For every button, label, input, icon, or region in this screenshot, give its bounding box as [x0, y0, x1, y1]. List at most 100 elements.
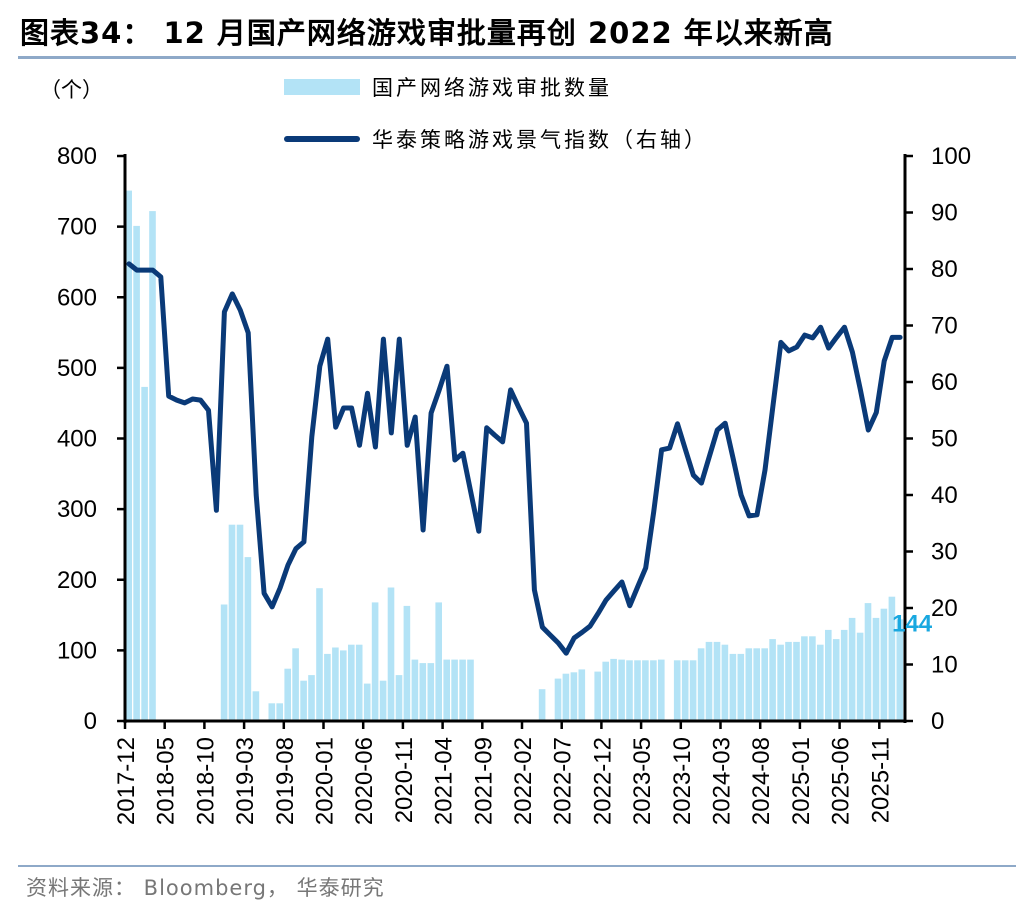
bar: [697, 648, 705, 721]
x-tick-label: 2025-01: [788, 737, 815, 825]
bar: [348, 644, 355, 721]
bar: [125, 190, 132, 722]
bar: [451, 659, 458, 721]
bar: [658, 659, 665, 721]
bar: [872, 617, 880, 721]
right-tick-label: 30: [931, 539, 958, 566]
x-tick-label: 2024-08: [748, 737, 775, 825]
bar: [817, 644, 824, 721]
right-tick-label: 10: [931, 652, 958, 679]
bar: [896, 619, 904, 721]
bar: [133, 225, 140, 721]
x-tick-label: 2018-05: [153, 737, 180, 825]
x-tick-label: 2020-11: [391, 737, 418, 823]
bar: [411, 659, 419, 721]
right-tick-label: 80: [931, 256, 958, 283]
bar: [300, 680, 307, 721]
left-tick-label: 400: [57, 426, 97, 453]
bar: [689, 660, 697, 721]
bar: [435, 602, 442, 721]
bar: [355, 644, 363, 721]
bar: [681, 660, 689, 721]
bar: [848, 617, 856, 721]
left-tick-label: 800: [57, 143, 97, 170]
bar: [753, 648, 760, 721]
bar: [888, 596, 896, 721]
bar: [149, 211, 156, 721]
left-tick-label: 500: [57, 355, 97, 382]
bar: [427, 663, 435, 721]
bar: [634, 660, 641, 721]
legend-label-bar: 国产网络游戏审批数量: [372, 76, 612, 100]
right-tick-label: 20: [931, 595, 958, 622]
tick-labels: 0 100 200 300 400 500 600 700 800 0 10 20 30 40 50 60 70…: [57, 143, 971, 825]
bar: [650, 660, 657, 721]
bar: [705, 641, 713, 721]
left-tick-label: 100: [57, 637, 97, 664]
right-tick-label: 70: [931, 313, 958, 340]
x-tick-label: 2023-10: [669, 737, 696, 825]
bar: [308, 675, 315, 721]
bar: [570, 672, 578, 721]
left-tick-label: 300: [57, 496, 97, 523]
bar: [618, 659, 625, 721]
x-tick-label: 2024-03: [709, 737, 736, 825]
bar: [141, 386, 148, 721]
bar: [467, 659, 474, 721]
chart-title: 图表34： 12 月国产网络游戏审批量再创 2022 年以来新高: [20, 16, 834, 50]
x-tick-label: 2022-07: [550, 737, 577, 825]
bar: [340, 650, 347, 721]
bar: [737, 653, 745, 721]
bar: [236, 524, 244, 721]
x-tick-label: 2019-03: [232, 737, 259, 825]
bar: [713, 641, 721, 721]
index-line: [126, 261, 903, 656]
bar: [268, 703, 276, 721]
bar: [284, 668, 291, 721]
legend-item-bar: 国产网络游戏审批数量: [284, 72, 612, 102]
bar: [642, 660, 649, 721]
right-tick-label: 50: [931, 426, 958, 453]
bar: [856, 632, 864, 721]
bar: [673, 660, 681, 721]
bar: [610, 658, 617, 721]
bar: [777, 644, 784, 721]
bar: [562, 673, 570, 721]
bar: [825, 629, 832, 721]
bar: [379, 680, 387, 721]
bar: [809, 636, 816, 722]
bar: [761, 648, 768, 721]
right-tick-label: 90: [931, 200, 958, 227]
right-tick-label: 60: [931, 369, 958, 396]
x-tick-label: 2018-10: [192, 737, 219, 825]
bar: [387, 587, 395, 721]
bar: [459, 659, 466, 721]
right-tick-label: 100: [931, 143, 971, 170]
bar: [316, 588, 323, 721]
bar: [292, 648, 299, 721]
legend-label-line: 华泰策略游戏景气指数（右轴）: [372, 128, 708, 152]
bar: [626, 660, 633, 721]
bar: [769, 639, 776, 721]
x-tick-label: 2021-04: [431, 737, 458, 825]
x-tick-label: 2019-08: [272, 737, 299, 825]
left-tick-label: 200: [57, 567, 97, 594]
x-tick-label: 2017-12: [113, 737, 140, 825]
x-tick-label: 2021-09: [470, 737, 497, 825]
bar: [864, 603, 872, 721]
bar: [554, 678, 562, 721]
bar: [594, 671, 601, 721]
x-tick-label: 2022-02: [510, 737, 537, 825]
axes: [117, 154, 913, 729]
legend-item-line: 华泰策略游戏景气指数（右轴）: [284, 124, 708, 154]
bar: [363, 683, 371, 721]
x-tick-label: 2022-12: [589, 737, 616, 825]
bar: [252, 691, 260, 721]
source-note: 资料来源： Bloomberg， 华泰研究: [26, 876, 385, 900]
left-axis-unit: （个）: [40, 78, 103, 102]
bar: [395, 675, 403, 721]
bar: [729, 653, 737, 721]
left-tick-label: 600: [57, 284, 97, 311]
title-divider: [18, 56, 1016, 59]
